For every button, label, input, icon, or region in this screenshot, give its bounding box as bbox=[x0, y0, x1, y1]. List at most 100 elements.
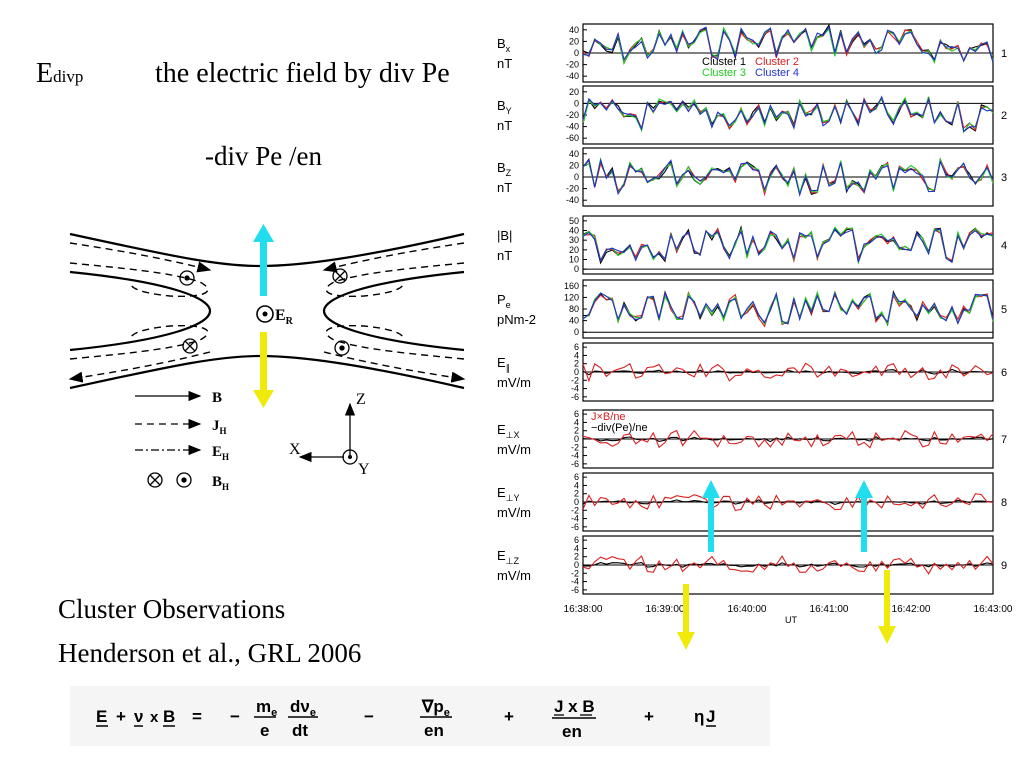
legend-jh: JH bbox=[212, 418, 227, 436]
y-tick-label: -2 bbox=[571, 442, 579, 452]
cyan-up-arrow bbox=[253, 224, 274, 296]
eq-equals: = bbox=[192, 707, 202, 726]
legend-divpe: −div(Pe)/ne bbox=[591, 422, 648, 434]
y-tick-label: 20 bbox=[569, 36, 579, 46]
ohms-law-equation: E + ν x B = − me e dνe dt − ∇pe en + J x… bbox=[70, 686, 770, 746]
y-tick-label: 6 bbox=[574, 535, 579, 545]
eq-en-2: en bbox=[562, 722, 582, 741]
legend-eh: EH bbox=[212, 444, 229, 462]
y-tick-label: -4 bbox=[571, 514, 579, 524]
edivp-symbol: Edivp bbox=[36, 58, 84, 89]
time-tick-label: 16:42:00 bbox=[892, 604, 931, 615]
data-trace bbox=[582, 291, 994, 325]
bh-out-icon bbox=[179, 270, 195, 286]
eq-minus-2: − bbox=[364, 707, 374, 726]
panel-number: 3 bbox=[1001, 172, 1007, 184]
data-trace bbox=[582, 95, 994, 133]
panel-label: Bx bbox=[497, 36, 511, 54]
yellow-down-arrow bbox=[253, 332, 274, 408]
panel-number: 6 bbox=[1001, 367, 1007, 379]
y-tick-label: 4 bbox=[574, 350, 579, 360]
reference-line-2: Henderson et al., GRL 2006 bbox=[58, 638, 362, 668]
eq-minus-1: − bbox=[230, 707, 240, 726]
y-tick-label: -4 bbox=[571, 577, 579, 587]
legend-cluster-2: Cluster 2 bbox=[755, 56, 799, 68]
axis-y-label: Y bbox=[358, 461, 370, 478]
y-tick-label: 2 bbox=[574, 552, 579, 562]
bh-in-icon bbox=[147, 472, 163, 488]
y-tick-label: 50 bbox=[569, 216, 579, 226]
y-tick-label: -2 bbox=[571, 375, 579, 385]
cyan-arrow-2 bbox=[855, 480, 873, 552]
data-trace bbox=[582, 25, 994, 62]
data-trace bbox=[582, 429, 994, 449]
legend-b: B bbox=[212, 390, 222, 406]
panel-number: 2 bbox=[1001, 110, 1007, 122]
panel-label: |B| bbox=[497, 228, 512, 243]
y-tick-label: 40 bbox=[569, 226, 579, 236]
panel-unit: mV/m bbox=[497, 568, 531, 583]
panel-number: 4 bbox=[1001, 240, 1007, 252]
panel-number: 8 bbox=[1001, 497, 1007, 509]
panel-label: BY bbox=[497, 98, 512, 116]
y-tick-label: 0 bbox=[574, 434, 579, 444]
y-tick-label: 80 bbox=[569, 304, 579, 314]
y-tick-label: -20 bbox=[566, 60, 579, 70]
y-tick-label: -20 bbox=[566, 184, 579, 194]
ex-legend: J×B/ne −div(Pe)/ne bbox=[591, 411, 648, 434]
data-trace bbox=[582, 226, 994, 265]
legend-jxb: J×B/ne bbox=[591, 411, 626, 423]
y-tick-label: 6 bbox=[574, 342, 579, 352]
panel-unit: nT bbox=[497, 56, 512, 71]
y-tick-label: 0 bbox=[574, 560, 579, 570]
y-tick-label: 40 bbox=[569, 149, 579, 159]
left-separatrix bbox=[69, 270, 212, 352]
data-trace bbox=[582, 555, 994, 575]
bh-out-icon bbox=[176, 472, 192, 488]
data-trace bbox=[582, 26, 994, 65]
eq-en-1: en bbox=[424, 721, 444, 740]
bh-out-icon bbox=[334, 340, 350, 356]
y-tick-label: 0 bbox=[574, 367, 579, 377]
y-tick-label: 40 bbox=[569, 25, 579, 35]
y-tick-label: -2 bbox=[571, 568, 579, 578]
y-tick-label: 6 bbox=[574, 472, 579, 482]
time-tick-label: 16:39:00 bbox=[646, 604, 685, 615]
er-label: ER bbox=[275, 307, 294, 327]
eq-E: E bbox=[96, 707, 107, 726]
panel-label: E∥ bbox=[497, 355, 510, 373]
y-tick-label: 160 bbox=[564, 281, 579, 291]
y-tick-label: 4 bbox=[574, 543, 579, 553]
y-tick-label: -6 bbox=[571, 585, 579, 595]
eq-plus-3: + bbox=[644, 707, 654, 726]
panel-label: BZ bbox=[497, 160, 512, 178]
legend-bh: BH bbox=[212, 474, 229, 492]
y-tick-label: -6 bbox=[571, 522, 579, 532]
panel-unit: mV/m bbox=[497, 375, 531, 390]
time-tick-label: 16:38:00 bbox=[564, 604, 603, 615]
data-trace bbox=[582, 562, 994, 568]
panel-label: E⊥X bbox=[497, 422, 520, 440]
y-tick-label: 2 bbox=[574, 359, 579, 369]
eq-plus-2: + bbox=[504, 707, 514, 726]
divpe-expression: -div Pe /en bbox=[205, 141, 322, 171]
right-separatrix bbox=[322, 270, 465, 352]
y-axis-out-icon bbox=[342, 449, 358, 465]
y-tick-label: 20 bbox=[569, 245, 579, 255]
y-tick-label: -40 bbox=[566, 71, 579, 81]
panel-label: E⊥Z bbox=[497, 548, 520, 566]
reconnection-diagram: ER B JH EH BH Z X Y bbox=[68, 224, 466, 492]
yellow-arrow-1 bbox=[677, 584, 695, 650]
time-tick-label: 16:40:00 bbox=[728, 604, 767, 615]
data-trace bbox=[582, 493, 994, 512]
panel-2: 200 -20 -40-60 BY nT 2 bbox=[497, 85, 1007, 145]
edivp-description: the electric field by div Pe bbox=[155, 58, 450, 89]
data-trace bbox=[582, 362, 994, 383]
